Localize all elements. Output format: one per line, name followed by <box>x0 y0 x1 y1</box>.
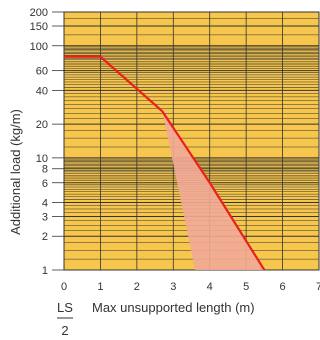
x-tick-label: 3 <box>170 281 176 293</box>
x-axis-label-divisor: 2 <box>61 323 68 338</box>
y-axis-label: Additional load (kg/m) <box>8 109 23 235</box>
y-tick-label: 8 <box>42 164 48 176</box>
y-tick-label: 3 <box>42 212 48 224</box>
plot-frame <box>63 11 320 271</box>
grid <box>63 11 320 271</box>
y-tick-label: 10 <box>36 153 48 165</box>
x-tick-label: 4 <box>207 281 213 293</box>
y-tick-label: 6 <box>42 178 48 190</box>
x-axis-label-prefix: LS <box>57 300 73 315</box>
x-tick-label: 6 <box>280 281 286 293</box>
y-tick-label: 150 <box>30 21 48 33</box>
x-axis-label: Max unsupported length (m) <box>92 300 255 315</box>
y-tick-label: 20 <box>36 119 48 131</box>
y-tick-label: 200 <box>30 7 48 19</box>
y-tick-label: 100 <box>30 41 48 53</box>
x-tick-label: 2 <box>134 281 140 293</box>
y-tick-label: 1 <box>42 265 48 277</box>
series-line <box>64 55 266 271</box>
y-tick-labels: 1 2 3 4 6 810 20 40 60 100 150 200 <box>30 7 64 277</box>
y-tick-label: 40 <box>36 85 48 97</box>
x-tick-label: 5 <box>243 281 249 293</box>
y-tick-label: 2 <box>42 231 48 243</box>
x-tick-label: 0 <box>61 281 67 293</box>
x-tick-label: 7 <box>316 281 320 293</box>
x-tick-labels: 0 1 2 3 4 5 6 7 <box>61 281 320 293</box>
y-tick-label: 4 <box>42 197 48 209</box>
x-tick-label: 1 <box>97 281 103 293</box>
y-tick-label: 60 <box>36 66 48 78</box>
